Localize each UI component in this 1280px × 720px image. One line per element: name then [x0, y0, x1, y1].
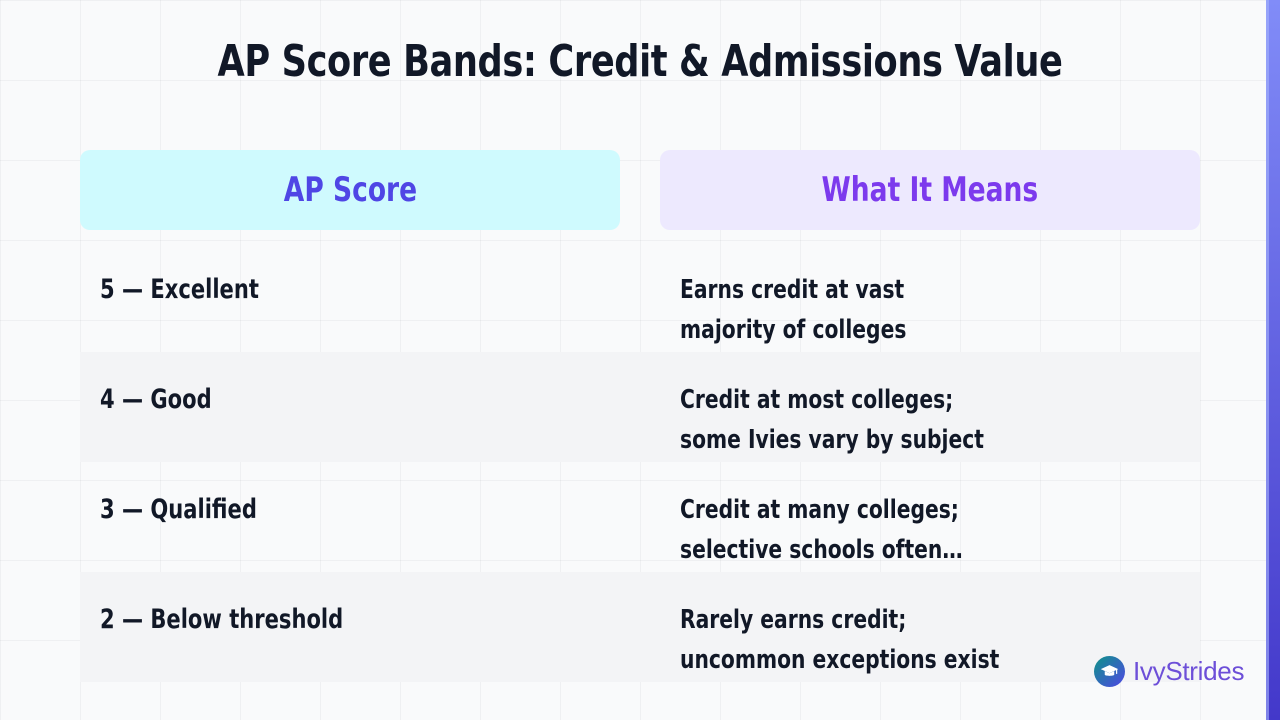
meaning-line: Earns credit at vast	[680, 275, 905, 305]
header-ap-score-label: AP Score	[283, 170, 417, 210]
brand-name: IvyStrides	[1133, 655, 1245, 686]
meaning-cell: Credit at many colleges; selective schoo…	[680, 490, 963, 570]
header-what-it-means-label: What It Means	[821, 170, 1039, 210]
slide-title: AP Score Bands: Credit & Admissions Valu…	[217, 36, 1063, 87]
meaning-cell: Rarely earns credit; uncommon exceptions…	[680, 600, 999, 680]
score-cell: 4 — Good	[100, 384, 212, 415]
meaning-line: Credit at many colleges;	[680, 495, 959, 525]
table-row: 3 — Qualified Credit at many colleges; s…	[80, 462, 1200, 572]
score-cell: 3 — Qualified	[100, 494, 257, 525]
table-row: 2 — Below threshold Rarely earns credit;…	[80, 572, 1200, 682]
meaning-line: Credit at most colleges;	[680, 385, 954, 415]
meaning-cell: Credit at most colleges; some Ivies vary…	[680, 380, 984, 460]
header-what-it-means: What It Means	[660, 150, 1200, 230]
meaning-cell: Earns credit at vast majority of college…	[680, 270, 906, 350]
meaning-line: selective schools often…	[680, 535, 963, 565]
graduation-cap-icon	[1094, 655, 1125, 687]
meaning-line: Rarely earns credit;	[680, 605, 907, 635]
score-cell: 5 — Excellent	[100, 274, 259, 305]
meaning-line: some Ivies vary by subject	[680, 425, 984, 455]
brand-logo-lockup: IvyStrides	[1094, 655, 1244, 687]
table-row: 4 — Good Credit at most colleges; some I…	[80, 352, 1200, 462]
right-accent-bar	[1266, 0, 1280, 720]
score-cell: 2 — Below threshold	[100, 604, 344, 635]
header-ap-score: AP Score	[80, 150, 620, 230]
meaning-line: uncommon exceptions exist	[680, 645, 1000, 675]
table-row: 5 — Excellent Earns credit at vast major…	[80, 242, 1200, 352]
meaning-line: majority of colleges	[680, 315, 907, 345]
